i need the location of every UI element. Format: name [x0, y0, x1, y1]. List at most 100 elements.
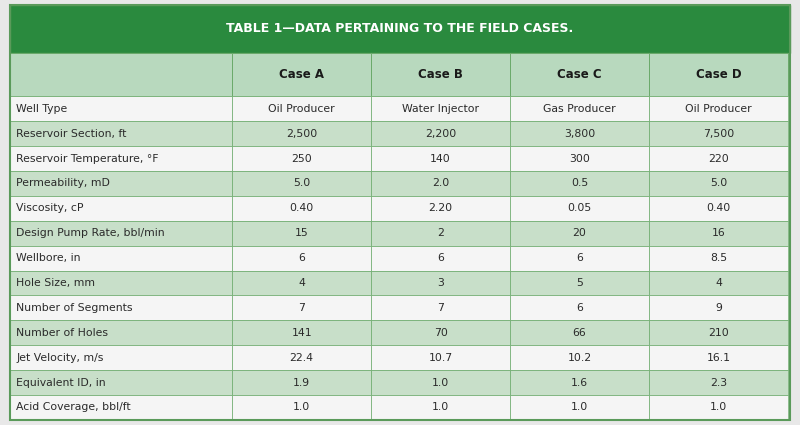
Bar	[649, 96, 788, 121]
Bar	[510, 121, 649, 146]
Text: 1.0: 1.0	[710, 402, 727, 412]
Bar	[232, 295, 371, 320]
Text: Jet Velocity, m/s: Jet Velocity, m/s	[16, 353, 103, 363]
Bar	[649, 53, 788, 96]
Bar	[510, 96, 649, 121]
Bar	[510, 295, 649, 320]
Text: Case C: Case C	[558, 68, 602, 81]
Bar	[510, 53, 649, 96]
Text: 70: 70	[434, 328, 447, 338]
Text: 7: 7	[437, 303, 444, 313]
Bar	[371, 345, 510, 370]
Bar	[371, 320, 510, 345]
Bar	[510, 345, 649, 370]
Bar	[510, 221, 649, 246]
Text: 5.0: 5.0	[710, 178, 727, 188]
Bar	[232, 196, 371, 221]
Bar	[649, 345, 788, 370]
Text: 3,800: 3,800	[564, 129, 595, 139]
Bar	[10, 221, 232, 246]
Bar	[10, 53, 232, 96]
Text: Reservoir Section, ft: Reservoir Section, ft	[16, 129, 126, 139]
Bar	[371, 395, 510, 420]
Bar	[10, 171, 232, 196]
Bar	[232, 370, 371, 395]
Text: Case B: Case B	[418, 68, 463, 81]
Text: Equivalent ID, in: Equivalent ID, in	[16, 377, 106, 388]
Text: 0.40: 0.40	[290, 203, 314, 213]
Text: Case D: Case D	[696, 68, 742, 81]
Bar	[10, 395, 232, 420]
Text: Acid Coverage, bbl/ft: Acid Coverage, bbl/ft	[16, 402, 130, 412]
Text: 8.5: 8.5	[710, 253, 727, 263]
Text: 6: 6	[437, 253, 444, 263]
Bar	[371, 121, 510, 146]
Text: 16.1: 16.1	[706, 353, 730, 363]
Bar	[232, 146, 371, 171]
Bar	[232, 395, 371, 420]
Text: 22.4: 22.4	[290, 353, 314, 363]
Text: 0.05: 0.05	[567, 203, 592, 213]
Bar	[510, 370, 649, 395]
Text: 0.5: 0.5	[571, 178, 588, 188]
Bar	[232, 246, 371, 271]
Text: Permeability, mD: Permeability, mD	[16, 178, 110, 188]
Text: 7,500: 7,500	[703, 129, 734, 139]
Text: 7: 7	[298, 303, 305, 313]
Bar	[371, 53, 510, 96]
Bar	[371, 146, 510, 171]
Bar	[10, 320, 232, 345]
Text: TABLE 1—DATA PERTAINING TO THE FIELD CASES.: TABLE 1—DATA PERTAINING TO THE FIELD CAS…	[226, 23, 574, 35]
Bar	[649, 295, 788, 320]
Text: 300: 300	[569, 153, 590, 164]
Text: 1.0: 1.0	[432, 377, 450, 388]
Bar	[371, 171, 510, 196]
Bar	[371, 370, 510, 395]
Bar	[10, 96, 232, 121]
Text: Hole Size, mm: Hole Size, mm	[16, 278, 95, 288]
Bar	[10, 246, 232, 271]
Bar	[371, 96, 510, 121]
Text: 2.20: 2.20	[429, 203, 453, 213]
Bar	[510, 271, 649, 295]
Text: 5.0: 5.0	[293, 178, 310, 188]
Bar	[510, 246, 649, 271]
Text: Water Injector: Water Injector	[402, 104, 479, 114]
Bar	[510, 196, 649, 221]
Text: Number of Segments: Number of Segments	[16, 303, 133, 313]
Text: 10.2: 10.2	[567, 353, 592, 363]
Bar	[10, 146, 232, 171]
Text: 6: 6	[576, 303, 583, 313]
Bar	[371, 196, 510, 221]
Bar	[371, 221, 510, 246]
Bar	[649, 370, 788, 395]
Bar	[649, 395, 788, 420]
Text: 210: 210	[708, 328, 729, 338]
Text: 2: 2	[437, 228, 444, 238]
Text: 15: 15	[294, 228, 309, 238]
Text: Viscosity, cP: Viscosity, cP	[16, 203, 83, 213]
Text: 2,200: 2,200	[425, 129, 456, 139]
Bar	[371, 295, 510, 320]
Text: Number of Holes: Number of Holes	[16, 328, 108, 338]
Bar	[510, 395, 649, 420]
Bar	[510, 146, 649, 171]
Bar	[232, 345, 371, 370]
Bar	[10, 121, 232, 146]
Text: 141: 141	[291, 328, 312, 338]
Text: 2.3: 2.3	[710, 377, 727, 388]
Bar	[232, 121, 371, 146]
Text: 2.0: 2.0	[432, 178, 450, 188]
Bar	[232, 171, 371, 196]
Text: 1.0: 1.0	[293, 402, 310, 412]
Text: Gas Producer: Gas Producer	[543, 104, 616, 114]
Text: 0.40: 0.40	[706, 203, 730, 213]
Text: 140: 140	[430, 153, 451, 164]
Bar	[10, 345, 232, 370]
Bar	[232, 320, 371, 345]
Bar	[649, 121, 788, 146]
Bar	[371, 271, 510, 295]
Text: Oil Producer: Oil Producer	[686, 104, 752, 114]
Text: 3: 3	[437, 278, 444, 288]
Text: Reservoir Temperature, °F: Reservoir Temperature, °F	[16, 153, 158, 164]
